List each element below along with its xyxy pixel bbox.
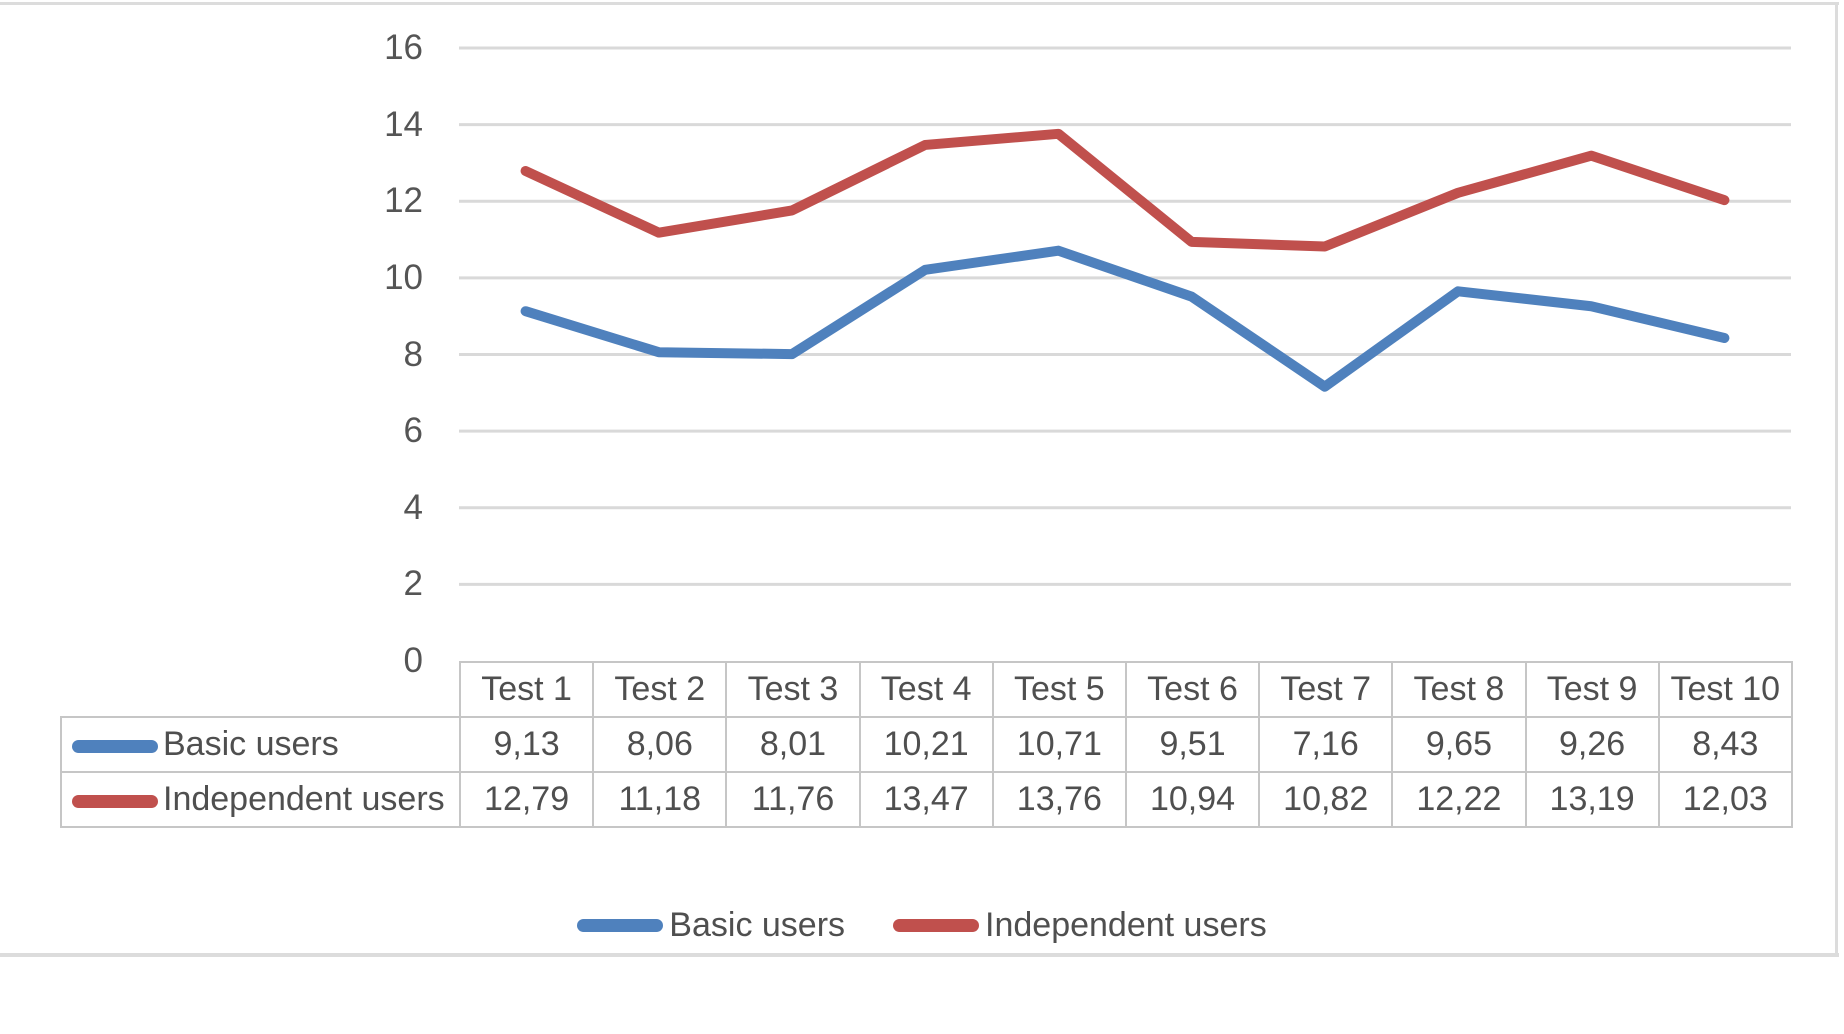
column-header: Test 5 (991, 661, 1127, 718)
value-cell: 12,03 (1657, 771, 1793, 828)
series-marker-line-icon (72, 739, 158, 753)
value-cell: 10,82 (1258, 771, 1394, 828)
chart-frame-border-bottom (0, 953, 1839, 957)
chart-frame-border-right (1835, 2, 1838, 957)
legend-marker-line-icon (577, 918, 664, 932)
column-header: Test 8 (1391, 661, 1527, 718)
series-label-cell: Basic users (60, 716, 461, 773)
series-line-basic-users (520, 245, 1730, 392)
value-cell: 13,76 (991, 771, 1127, 828)
y-axis-tick-label: 14 (384, 104, 423, 144)
y-axis-tick-label: 2 (403, 564, 423, 604)
value-cell: 9,65 (1391, 716, 1527, 773)
value-cell: 10,94 (1124, 771, 1261, 828)
y-axis-tick-label: 12 (384, 181, 423, 221)
chart-data-table: Test 1 Test 2 Test 3 Test 4 Test 5 Test 6 Test… (60, 661, 1793, 828)
chart-legend: Basic users Independent users (0, 899, 1844, 951)
table-row: Basic users 9,13 8,06 8,01 10,21 10,71 9,51 7,1… (60, 716, 1793, 773)
column-header: Test 7 (1258, 661, 1394, 718)
legend-item: Independent users (893, 906, 1267, 945)
value-cell: 12,79 (458, 771, 595, 828)
series-label-cell: Independent users (60, 771, 461, 828)
value-cell: 10,21 (858, 716, 994, 773)
column-header: Test 1 (458, 661, 595, 718)
y-axis-tick-label: 8 (403, 334, 423, 374)
value-cell: 9,26 (1524, 716, 1660, 773)
series-label: Independent users (163, 780, 445, 818)
value-cell: 12,22 (1391, 771, 1527, 828)
column-header: Test 4 (858, 661, 994, 718)
column-header: Test 10 (1657, 661, 1793, 718)
legend-marker-line-icon (893, 918, 980, 932)
chart-frame-border-top (0, 2, 1839, 5)
y-axis-tick-label: 16 (384, 28, 423, 67)
y-axis-tick-label: 4 (403, 487, 423, 527)
value-cell: 8,43 (1657, 716, 1793, 773)
value-cell: 7,16 (1258, 716, 1394, 773)
table-row: Independent users 12,79 11,18 11,76 13,47 13,… (60, 771, 1793, 828)
series-marker-line-icon (72, 794, 158, 808)
value-cell: 11,18 (592, 771, 728, 828)
value-cell: 8,06 (592, 716, 728, 773)
legend-label: Independent users (985, 905, 1267, 944)
legend-item: Basic users (577, 906, 845, 945)
series-label: Basic users (163, 725, 339, 763)
value-cell: 11,76 (725, 771, 861, 828)
legend-label: Basic users (669, 905, 846, 944)
value-cell: 13,19 (1524, 771, 1660, 828)
y-axis-tick-label: 10 (384, 257, 423, 297)
column-header: Test 6 (1124, 661, 1261, 718)
value-cell: 9,13 (458, 716, 595, 773)
value-cell: 10,71 (991, 716, 1127, 773)
y-axis-tick-label: 0 (403, 641, 423, 680)
y-axis-tick-label: 6 (403, 411, 423, 451)
value-cell: 9,51 (1124, 716, 1261, 773)
column-header: Test 3 (725, 661, 861, 718)
value-cell: 8,01 (725, 716, 861, 773)
column-header: Test 9 (1524, 661, 1660, 718)
series-line-independent-users (520, 128, 1730, 252)
table-corner-cell (61, 662, 460, 717)
column-header: Test 2 (592, 661, 728, 718)
value-cell: 13,47 (858, 771, 994, 828)
